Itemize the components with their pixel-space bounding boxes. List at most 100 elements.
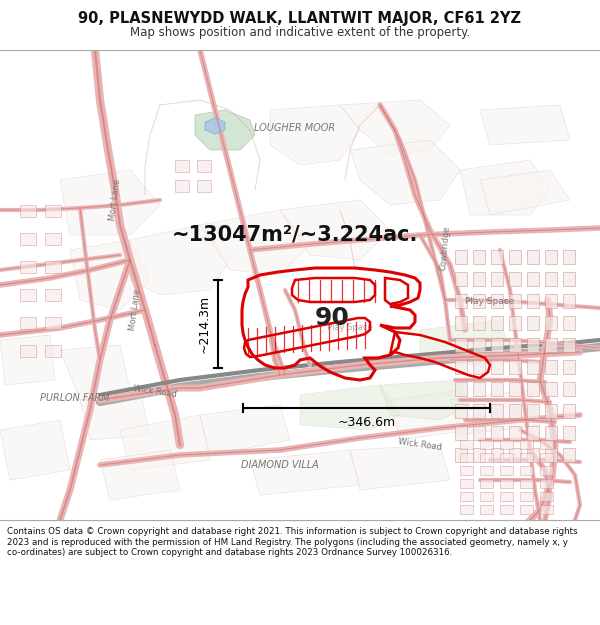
- Text: ~346.6m: ~346.6m: [337, 416, 395, 429]
- Bar: [473, 338, 485, 352]
- Bar: [563, 294, 575, 308]
- Text: 90, PLASNEWYDD WALK, LLANTWIT MAJOR, CF61 2YZ: 90, PLASNEWYDD WALK, LLANTWIT MAJOR, CF6…: [79, 11, 521, 26]
- Bar: [509, 250, 521, 264]
- Polygon shape: [130, 225, 230, 295]
- Polygon shape: [480, 105, 570, 145]
- Bar: [45, 345, 61, 357]
- Bar: [520, 479, 533, 488]
- Bar: [509, 338, 521, 352]
- Bar: [491, 338, 503, 352]
- Bar: [509, 404, 521, 418]
- Bar: [527, 294, 539, 308]
- Bar: [491, 426, 503, 440]
- Bar: [460, 440, 473, 449]
- Bar: [455, 272, 467, 286]
- Bar: [473, 360, 485, 374]
- Bar: [545, 404, 557, 418]
- Bar: [45, 233, 61, 245]
- Polygon shape: [350, 140, 460, 205]
- Polygon shape: [480, 170, 570, 215]
- Bar: [45, 205, 61, 217]
- Bar: [545, 448, 557, 462]
- Bar: [491, 250, 503, 264]
- Polygon shape: [200, 210, 310, 275]
- Polygon shape: [195, 110, 255, 150]
- Bar: [45, 261, 61, 273]
- Bar: [563, 250, 575, 264]
- Text: Play Space: Play Space: [466, 298, 515, 306]
- Bar: [520, 453, 533, 462]
- Bar: [545, 294, 557, 308]
- Bar: [460, 453, 473, 462]
- Text: Mort Lane: Mort Lane: [128, 289, 142, 331]
- Bar: [20, 345, 36, 357]
- Polygon shape: [60, 170, 160, 235]
- Bar: [520, 492, 533, 501]
- Bar: [527, 250, 539, 264]
- Bar: [563, 382, 575, 396]
- Polygon shape: [340, 100, 450, 155]
- Bar: [509, 294, 521, 308]
- Polygon shape: [270, 105, 360, 165]
- Bar: [509, 382, 521, 396]
- Bar: [197, 180, 211, 192]
- Bar: [527, 448, 539, 462]
- Bar: [500, 505, 513, 514]
- Polygon shape: [205, 118, 225, 134]
- Polygon shape: [300, 385, 400, 430]
- Bar: [545, 360, 557, 374]
- Bar: [45, 317, 61, 329]
- Bar: [20, 233, 36, 245]
- Bar: [473, 426, 485, 440]
- Bar: [527, 404, 539, 418]
- Bar: [563, 426, 575, 440]
- Bar: [520, 505, 533, 514]
- Polygon shape: [250, 450, 360, 495]
- Polygon shape: [120, 415, 210, 470]
- Bar: [473, 272, 485, 286]
- Bar: [527, 360, 539, 374]
- Bar: [480, 505, 493, 514]
- Bar: [545, 250, 557, 264]
- Bar: [491, 404, 503, 418]
- Bar: [527, 426, 539, 440]
- Bar: [545, 382, 557, 396]
- Polygon shape: [450, 390, 540, 435]
- Bar: [540, 466, 553, 475]
- Bar: [455, 426, 467, 440]
- Bar: [455, 316, 467, 330]
- Bar: [545, 272, 557, 286]
- Polygon shape: [80, 390, 150, 440]
- Text: PURLON FARM: PURLON FARM: [40, 393, 110, 403]
- Bar: [197, 160, 211, 172]
- Polygon shape: [420, 320, 510, 365]
- Polygon shape: [60, 345, 130, 400]
- Bar: [20, 205, 36, 217]
- Bar: [509, 272, 521, 286]
- Text: Play Space: Play Space: [327, 324, 373, 332]
- Bar: [20, 289, 36, 301]
- Bar: [491, 448, 503, 462]
- Bar: [460, 479, 473, 488]
- Bar: [480, 479, 493, 488]
- Bar: [527, 272, 539, 286]
- Bar: [509, 448, 521, 462]
- Bar: [480, 440, 493, 449]
- Bar: [473, 448, 485, 462]
- Bar: [455, 338, 467, 352]
- Bar: [460, 492, 473, 501]
- Text: ~214.3m: ~214.3m: [198, 295, 211, 353]
- Bar: [563, 272, 575, 286]
- Bar: [175, 160, 189, 172]
- Polygon shape: [0, 335, 55, 385]
- Bar: [520, 466, 533, 475]
- Bar: [480, 453, 493, 462]
- Bar: [540, 479, 553, 488]
- Bar: [455, 382, 467, 396]
- Bar: [491, 316, 503, 330]
- Polygon shape: [350, 445, 450, 490]
- Polygon shape: [460, 160, 550, 215]
- Bar: [20, 261, 36, 273]
- Polygon shape: [380, 380, 470, 420]
- Bar: [455, 250, 467, 264]
